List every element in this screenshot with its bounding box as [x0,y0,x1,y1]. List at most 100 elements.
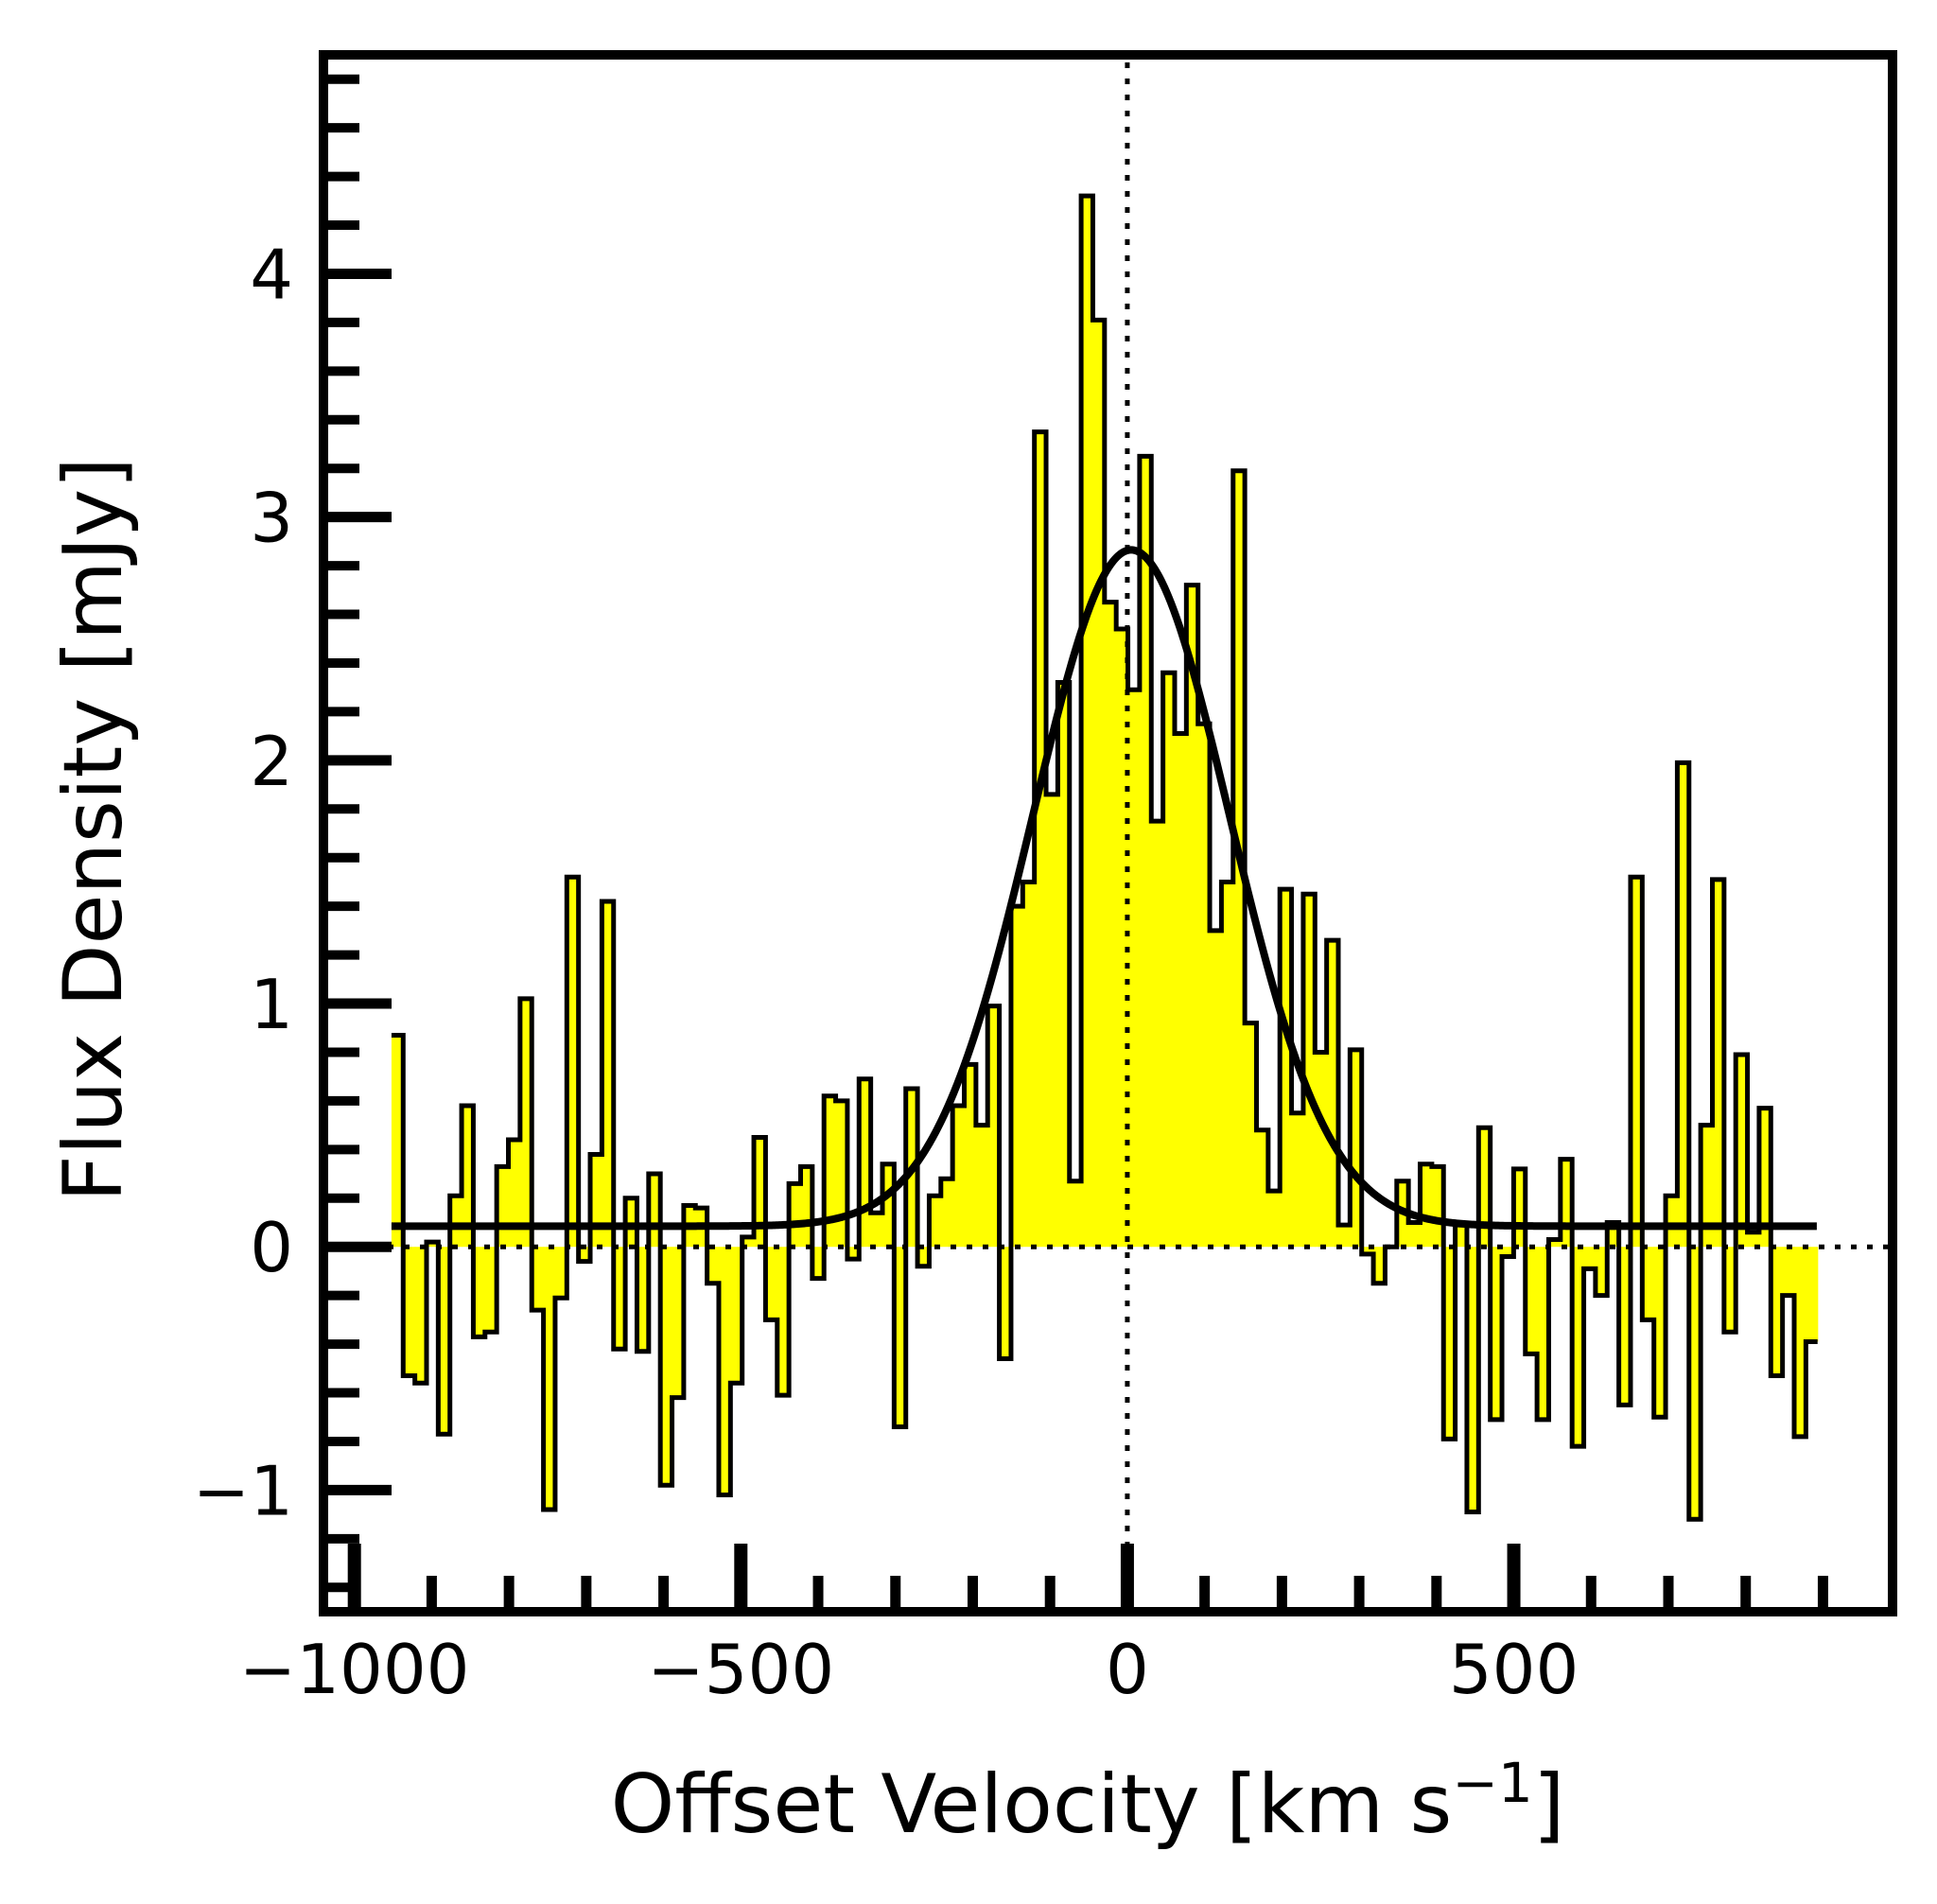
spectrum-bin [613,1247,626,1350]
spectrum-bin [742,1236,755,1248]
spectrum-bin [846,1247,860,1260]
spectrum-bin [1736,1055,1749,1248]
spectrum-bin [438,1247,451,1435]
spectrum-bin [975,1125,988,1248]
spectrum-bin [1525,1247,1538,1354]
axes-frame [319,50,1897,1616]
x-axis-label: Offset Velocity [km s−1] [611,1751,1565,1852]
spectrum-bin [1162,673,1176,1248]
spectrum-bin [999,1247,1012,1359]
spectrum-bin [449,1196,462,1248]
spectrum-bin [929,1196,942,1248]
spectrum-bin [473,1247,486,1337]
spectrum-bin [1280,889,1293,1248]
spectrum-bin [672,1247,685,1398]
spectrum-bin [1081,196,1094,1248]
spectrum-bin [484,1247,497,1333]
spectrum-bin [1361,1247,1374,1254]
spectrum-bin [835,1100,848,1248]
spectrum-bin [1408,1222,1422,1248]
spectrum-bin [1350,1049,1363,1248]
y-tick-label: 4 [250,235,293,314]
spectrum-bin [578,1247,591,1262]
spectrum-bin [602,901,615,1248]
spectrum-bin [543,1247,556,1510]
spectrum-bin [660,1247,673,1486]
spectrum-bin [1034,431,1047,1248]
spectrum-bin [1794,1247,1806,1437]
y-tick-label: 1 [250,965,293,1044]
spectrum-bin [1806,1247,1819,1342]
spectrum-step-line [391,193,1818,1522]
spectrum-bin [1116,628,1129,1248]
spectrum-bin [894,1247,907,1427]
spectrum-bin [1057,682,1071,1248]
y-tick-label: −1 [193,1451,293,1530]
spectrum-bin [1197,724,1211,1248]
spectrum-bin [1373,1247,1387,1284]
spectrum-bin [532,1247,545,1311]
spectrum-bin [1782,1247,1795,1296]
spectrum-bin [917,1247,931,1266]
spectrum-bin [1174,733,1187,1248]
spectrum-bin [1642,1247,1655,1320]
spectrum-bin [414,1247,428,1384]
spectrum-bin [1151,821,1164,1248]
spectrum-bin [391,1035,404,1248]
spectrum-bin [1010,906,1023,1248]
spectrum-bin [824,1095,837,1248]
y-axis-label: Flux Density [mJy] [46,457,141,1202]
spectrum-bin [1338,1225,1351,1248]
spectrum-bin [1653,1247,1667,1418]
spectrum-bin [567,877,580,1248]
x-tick-label: 0 [1106,1630,1149,1709]
spectrum-bin [718,1247,731,1495]
spectrum-bin [1548,1239,1562,1248]
spectrum-bin [1326,940,1339,1248]
spectrum-bin [1758,1108,1771,1248]
spectrum-bin [1210,930,1223,1248]
spectrum-bin [730,1247,743,1384]
spectrum-bin [789,1183,802,1248]
spectrum-bin [1092,320,1106,1248]
spectrum-bin [1022,882,1036,1248]
spectrum-bin [1701,1125,1714,1248]
x-tick-label: −1000 [239,1630,470,1709]
y-tick-label: 3 [250,479,293,558]
spectrum-bin [940,1179,953,1248]
spectrum-bin [637,1247,650,1352]
spectrum-bin [811,1247,825,1279]
spectrum-bin [508,1140,521,1248]
plot-area [323,55,1893,1612]
spectrum-bin [765,1247,778,1320]
spectrum-bin [1502,1247,1514,1257]
spectrum-bin [1186,585,1199,1248]
axis-ticks [323,74,1828,1612]
y-tick-label: 0 [250,1208,293,1287]
spectrum-bin [1595,1247,1608,1296]
spectrum-bin [1572,1247,1585,1447]
spectrum-bin [1466,1247,1479,1512]
spectrum-bin [1420,1163,1433,1248]
spectrum-bin [1267,1191,1281,1248]
y-tick-label: 2 [250,722,293,801]
spectrum-bin [1712,879,1725,1248]
spectrum-bin [1688,1247,1701,1520]
spectrum-bin [554,1247,567,1299]
spectrum-bin [1104,602,1117,1248]
spectrum-bin [426,1242,439,1248]
spectrum-bin [1256,1129,1269,1248]
spectrum-bin [1478,1127,1492,1248]
tick-labels: −1000 −500 0 500 −1 0 1 2 3 4 [193,235,1579,1709]
spectrum-bin [1431,1166,1444,1248]
x-tick-label: 500 [1449,1630,1579,1709]
spectrum-bin [403,1247,416,1376]
spectrum-bin [1443,1247,1457,1440]
spectrum-bin [1630,877,1643,1248]
spectrum-bin [1069,1180,1082,1248]
spectrum-bin [1537,1247,1550,1420]
spectrum-bin [462,1106,475,1248]
spectrum-bin [1221,882,1234,1248]
spectrum-bin [777,1247,790,1396]
